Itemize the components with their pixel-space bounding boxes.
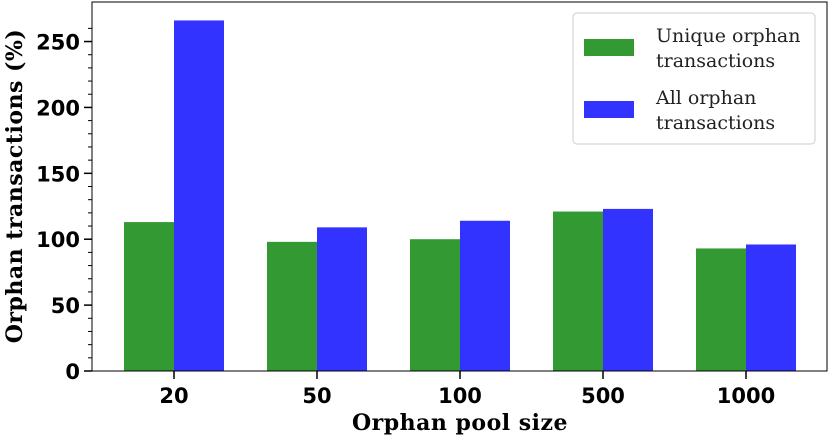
legend-swatch-unique <box>584 39 634 56</box>
bar-all-100 <box>460 220 510 371</box>
bar-unique-500 <box>553 211 603 371</box>
legend-label: transactions <box>656 112 775 134</box>
y-tick-label: 250 <box>36 31 80 55</box>
x-tick-label: 100 <box>438 384 482 408</box>
bar-all-50 <box>317 227 367 371</box>
y-tick-label: 200 <box>36 96 80 120</box>
bar-unique-20 <box>124 222 174 371</box>
y-tick-label: 0 <box>65 360 80 384</box>
bars-group <box>124 20 796 371</box>
bar-unique-100 <box>410 239 460 371</box>
x-tick-label: 1000 <box>717 384 775 408</box>
bar-unique-1000 <box>696 248 746 371</box>
x-tick-label: 500 <box>581 384 625 408</box>
y-axis-label: Orphan transactions (%) <box>2 29 28 344</box>
x-axis: 20 50 100 500 1000 <box>159 371 775 408</box>
bar-all-1000 <box>746 244 796 371</box>
legend-swatch-all <box>584 101 634 118</box>
x-tick-label: 20 <box>159 384 188 408</box>
legend: Unique orphan transactions All orphan trans… <box>572 12 816 145</box>
legend-label: transactions <box>656 50 775 72</box>
y-axis: 0 50 100 150 200 250 <box>36 27 92 384</box>
bar-unique-50 <box>267 241 317 371</box>
y-tick-label: 100 <box>36 228 80 252</box>
y-tick-label: 150 <box>36 162 80 186</box>
x-tick-label: 50 <box>302 384 331 408</box>
bar-all-500 <box>603 208 653 371</box>
y-tick-label: 50 <box>51 294 80 318</box>
bar-all-20 <box>174 20 224 371</box>
legend-label: Unique orphan <box>656 25 801 47</box>
x-axis-label: Orphan pool size <box>352 410 568 436</box>
legend-label: All orphan <box>655 87 756 109</box>
